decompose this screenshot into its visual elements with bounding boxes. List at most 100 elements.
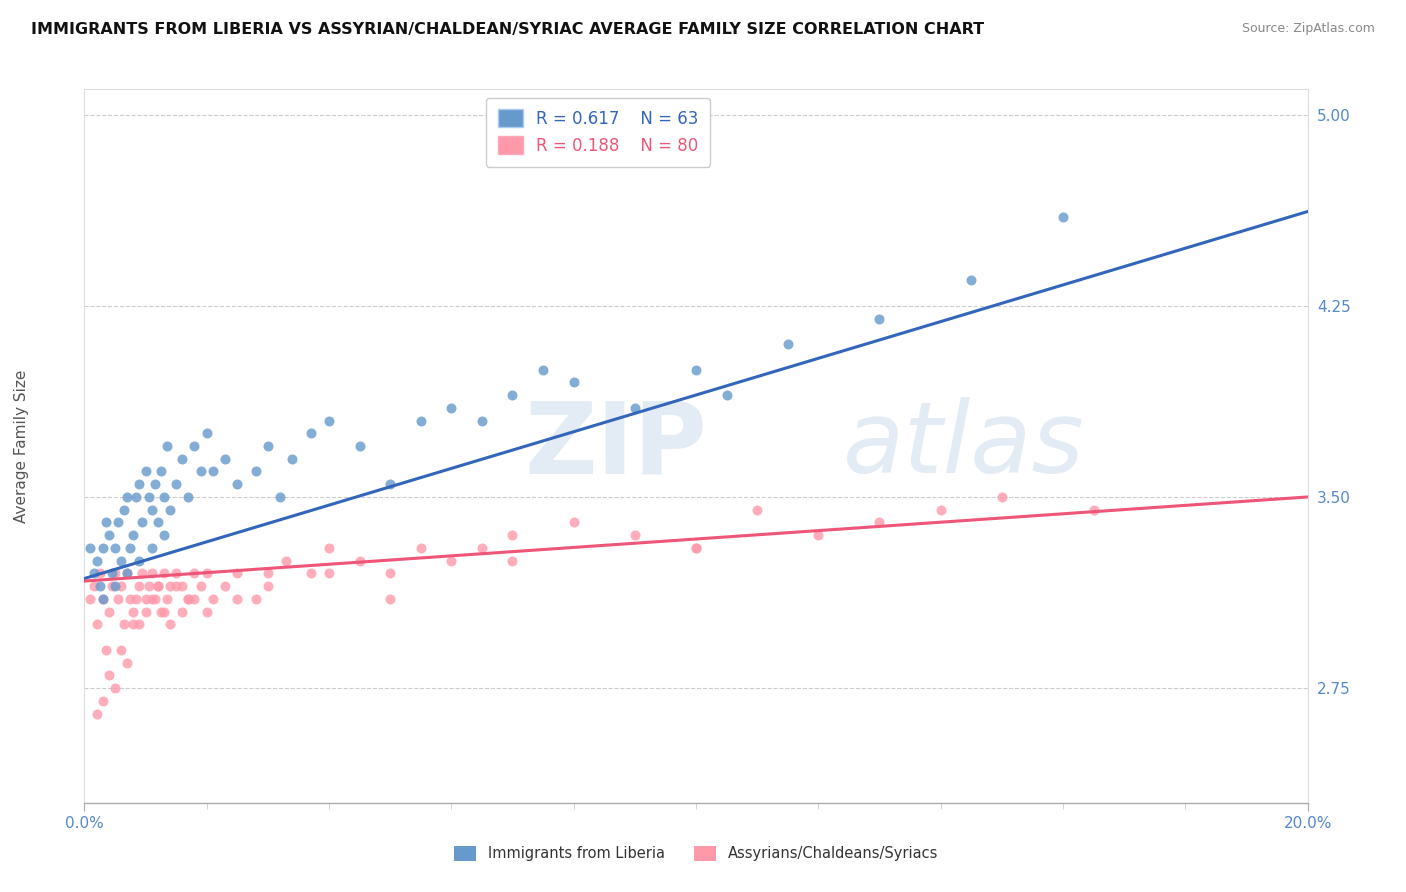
Point [747,502,769,516]
Point [110,579,132,593]
Point [138,490,160,504]
Point [91,591,114,606]
Point [869,311,891,326]
Point [349,439,371,453]
Point [107,591,129,606]
Point [165,579,187,593]
Point [141,502,163,516]
Point [172,605,194,619]
Text: IMMIGRANTS FROM LIBERIA VS ASSYRIAN/CHALDEAN/SYRIAC AVERAGE FAMILY SIZE CORRELAT: IMMIGRANTS FROM LIBERIA VS ASSYRIAN/CHAL… [31,22,984,37]
Point [115,656,138,670]
Point [91,694,114,708]
Point [502,554,524,568]
Point [153,490,176,504]
Point [146,516,169,530]
Point [276,554,298,568]
Point [380,591,402,606]
Point [380,477,402,491]
Point [195,426,218,441]
Point [226,591,249,606]
Point [869,516,891,530]
Point [153,566,176,581]
Point [195,566,218,581]
Point [624,528,647,542]
Point [318,566,340,581]
Point [86,617,108,632]
Point [141,591,163,606]
Point [107,516,129,530]
Point [318,413,340,427]
Point [115,566,138,581]
Point [299,426,322,441]
Point [281,451,304,466]
Point [960,273,983,287]
Point [226,566,249,581]
Point [122,617,145,632]
Point [214,451,236,466]
Text: ZIP: ZIP [524,398,707,494]
Point [122,605,145,619]
Point [257,566,280,581]
Point [115,566,138,581]
Point [380,566,402,581]
Point [807,528,830,542]
Point [149,465,172,479]
Point [685,541,707,555]
Point [89,566,111,581]
Point [128,554,150,568]
Point [245,591,267,606]
Point [440,401,463,415]
Point [471,413,494,427]
Point [165,566,187,581]
Point [97,528,120,542]
Point [177,591,200,606]
Point [79,591,101,606]
Legend: Immigrants from Liberia, Assyrians/Chaldeans/Syriacs: Immigrants from Liberia, Assyrians/Chald… [449,839,943,867]
Point [349,554,371,568]
Point [156,591,179,606]
Point [172,579,194,593]
Point [97,605,120,619]
Point [112,617,135,632]
Point [138,579,160,593]
Point [149,605,172,619]
Point [94,643,117,657]
Point [101,566,124,581]
Point [86,706,108,721]
Point [165,477,187,491]
Point [318,541,340,555]
Point [1083,502,1105,516]
Point [91,541,114,555]
Point [146,579,169,593]
Point [190,579,212,593]
Text: atlas: atlas [842,398,1084,494]
Point [79,541,101,555]
Point [776,337,799,351]
Point [991,490,1014,504]
Point [112,502,135,516]
Point [201,591,224,606]
Point [97,668,120,682]
Point [183,591,205,606]
Point [257,439,280,453]
Point [201,465,224,479]
Point [128,477,150,491]
Point [183,439,205,453]
Point [94,516,117,530]
Point [83,579,105,593]
Point [471,541,494,555]
Point [177,591,200,606]
Point [143,477,166,491]
Point [1052,210,1074,224]
Point [101,579,124,593]
Point [125,591,148,606]
Point [159,579,181,593]
Point [172,451,194,466]
Point [226,477,249,491]
Point [125,490,148,504]
Text: Source: ZipAtlas.com: Source: ZipAtlas.com [1241,22,1375,36]
Point [110,554,132,568]
Point [135,465,157,479]
Point [122,528,145,542]
Point [440,554,463,568]
